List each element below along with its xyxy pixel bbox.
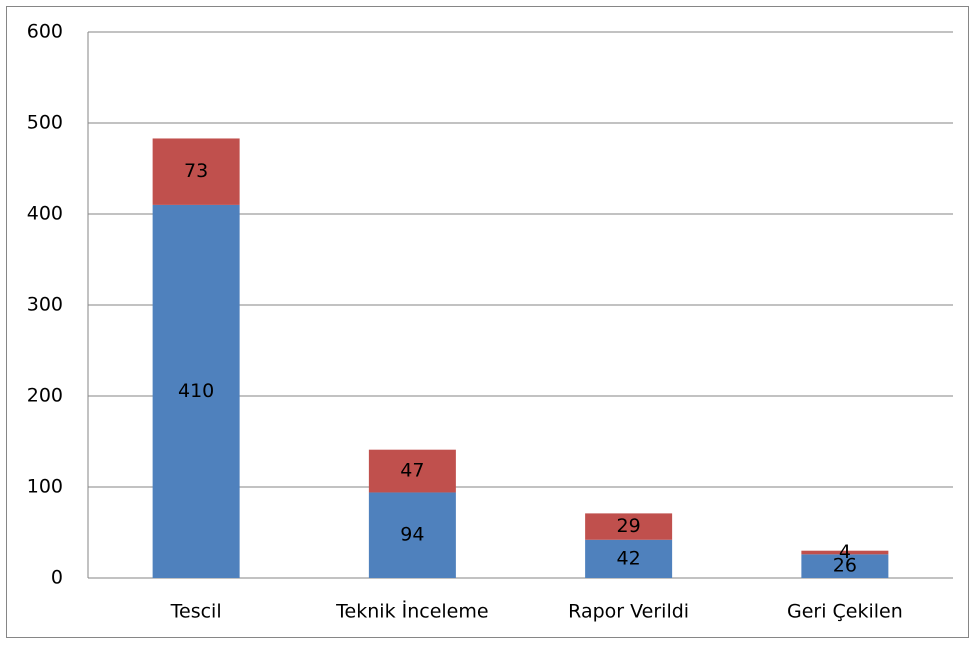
bar-segment bbox=[368, 492, 456, 578]
data-label: 94 bbox=[400, 524, 424, 546]
x-tick-label: Geri Çekilen bbox=[787, 601, 903, 623]
y-tick-label: 100 bbox=[27, 476, 63, 498]
bar-segment bbox=[801, 550, 889, 555]
bar-segment bbox=[368, 449, 456, 493]
y-tick-label: 200 bbox=[27, 385, 63, 407]
data-label: 42 bbox=[617, 547, 641, 569]
data-label: 29 bbox=[617, 515, 641, 537]
bar-segment bbox=[585, 539, 673, 578]
x-tick-label: Rapor Verildi bbox=[568, 601, 689, 623]
data-label: 73 bbox=[184, 160, 208, 182]
bar-segment bbox=[585, 513, 673, 540]
chart-border bbox=[6, 6, 969, 638]
y-tick-label: 600 bbox=[27, 21, 63, 43]
x-tick-label: Tescil bbox=[170, 601, 222, 623]
bar-segment bbox=[152, 138, 240, 205]
data-label: 26 bbox=[833, 555, 857, 577]
data-label: 47 bbox=[400, 460, 424, 482]
bar-segment bbox=[801, 554, 889, 578]
y-tick-label: 300 bbox=[27, 294, 63, 316]
data-label: 410 bbox=[178, 380, 214, 402]
y-tick-label: 0 bbox=[51, 567, 63, 589]
bar-segment bbox=[152, 204, 240, 578]
y-tick-label: 500 bbox=[27, 112, 63, 134]
y-tick-label: 400 bbox=[27, 203, 63, 225]
x-tick-label: Teknik İnceleme bbox=[335, 600, 488, 623]
data-label: 4 bbox=[839, 541, 851, 563]
